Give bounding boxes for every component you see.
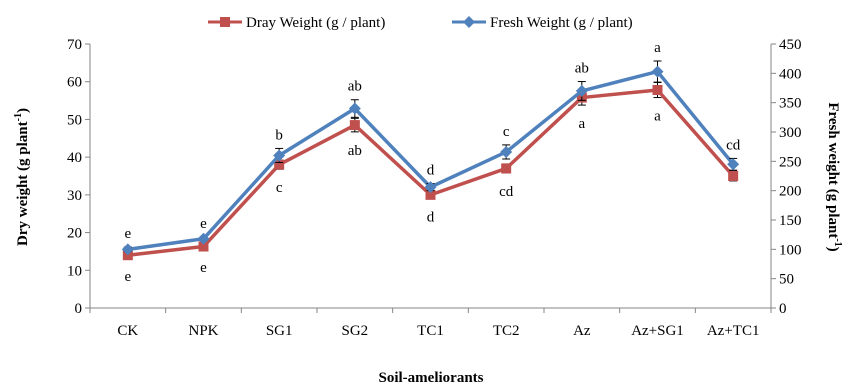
y-tick-left-label: 20: [67, 226, 82, 242]
x-axis-title: Soil-ameliorants: [379, 370, 484, 386]
x-tick-label: NPK: [188, 323, 218, 339]
y-tick-left-label: 30: [67, 188, 82, 204]
data-point: [349, 120, 360, 131]
y-tick-right-label: 250: [779, 154, 802, 170]
significance-label: a: [578, 116, 585, 132]
y-tick-right-label: 50: [779, 272, 794, 288]
significance-label: cd: [726, 137, 741, 153]
significance-label: e: [124, 226, 131, 242]
y-axis-left-title: Dry weight (g plant-1): [13, 108, 31, 246]
data-point: [424, 181, 437, 194]
y-tick-left-label: 0: [75, 301, 83, 317]
y-tick-right-label: 300: [779, 125, 802, 141]
y-axis-left-title-sup: -1: [13, 113, 24, 121]
legend-label-fresh: Fresh Weight (g / plant): [490, 15, 633, 31]
legend-marker-dry: [220, 17, 230, 27]
y-tick-left-label: 60: [67, 75, 82, 91]
data-point: [651, 65, 664, 78]
y-axis-left-title-end: ): [15, 108, 31, 113]
y-tick-right-label: 150: [779, 213, 802, 229]
legend-marker-fresh: [463, 16, 475, 28]
data-point: [575, 84, 588, 97]
y-tick-right-label: 400: [779, 66, 802, 82]
significance-label: b: [275, 127, 283, 143]
x-tick-label: SG2: [341, 323, 368, 339]
y-tick-right-label: 0: [779, 301, 787, 317]
data-point: [197, 232, 210, 245]
y-tick-right-label: 200: [779, 184, 802, 200]
data-point: [274, 159, 285, 170]
data-point: [500, 145, 513, 158]
significance-label: d: [427, 210, 435, 226]
data-point: [121, 243, 134, 256]
data-point: [728, 171, 739, 181]
significance-label: e: [124, 269, 131, 285]
y-tick-left-label: 70: [67, 37, 82, 53]
x-tick-label: Az+TC1: [707, 323, 760, 339]
y-tick-left-label: 10: [67, 263, 82, 279]
x-tick-label: Az+SG1: [631, 323, 684, 339]
legend: Dray Weight (g / plant) Fresh Weight (g …: [208, 15, 633, 31]
y-tick-left-label: 50: [67, 112, 82, 128]
y-tick-right-label: 350: [779, 96, 802, 112]
y-axis-right-title: Fresh weight (g plant-1): [825, 102, 843, 251]
significance-label: d: [427, 163, 435, 179]
significance-label: ab: [575, 61, 589, 77]
x-ticks: CK NPK SG1 SG2 TC1 TC2 Az Az+SG1 Az+TC1: [89, 308, 772, 339]
x-tick-label: TC2: [493, 323, 520, 339]
y-axis-right-title-end: ): [825, 247, 841, 252]
significance-label: ab: [348, 143, 362, 159]
y-ticks-right: 0 50 100 150 200 250 300 350 400 450: [771, 37, 802, 317]
significance-label: ab: [348, 79, 362, 95]
y-axis-right-title-main: Fresh weight (g plant: [825, 102, 841, 238]
y-axis-right-title-sup: -1: [832, 238, 843, 246]
legend-item-fresh: Fresh Weight (g / plant): [452, 15, 633, 31]
y-ticks-left: 0 10 20 30 40 50 60 70: [67, 37, 90, 317]
series-layer: e e c ab d cd a a e e b ab d c ab a cd: [121, 40, 741, 285]
significance-label: a: [654, 40, 661, 56]
significance-label: e: [200, 260, 207, 276]
x-tick-label: TC1: [417, 323, 444, 339]
data-point: [727, 158, 740, 171]
data-point: [652, 85, 663, 96]
data-point: [273, 149, 286, 162]
y-tick-right-label: 100: [779, 242, 802, 258]
x-tick-label: Az: [573, 323, 591, 339]
data-point: [501, 163, 512, 174]
x-tick-label: CK: [117, 323, 138, 339]
y-axis-left-title-main: Dry weight (g plant: [15, 121, 31, 246]
significance-label: c: [276, 180, 283, 196]
x-tick-label: SG1: [266, 323, 293, 339]
data-point: [198, 241, 209, 252]
legend-label-dry: Dray Weight (g / plant): [246, 15, 385, 31]
data-point: [425, 189, 436, 200]
y-tick-right-label: 450: [779, 37, 802, 53]
legend-item-dry: Dray Weight (g / plant): [208, 15, 385, 31]
significance-label: c: [503, 124, 510, 140]
data-point: [348, 102, 361, 115]
y-tick-left-label: 40: [67, 150, 82, 166]
significance-label: e: [200, 216, 207, 232]
significance-label: a: [654, 109, 661, 125]
significance-label: cd: [499, 184, 514, 200]
